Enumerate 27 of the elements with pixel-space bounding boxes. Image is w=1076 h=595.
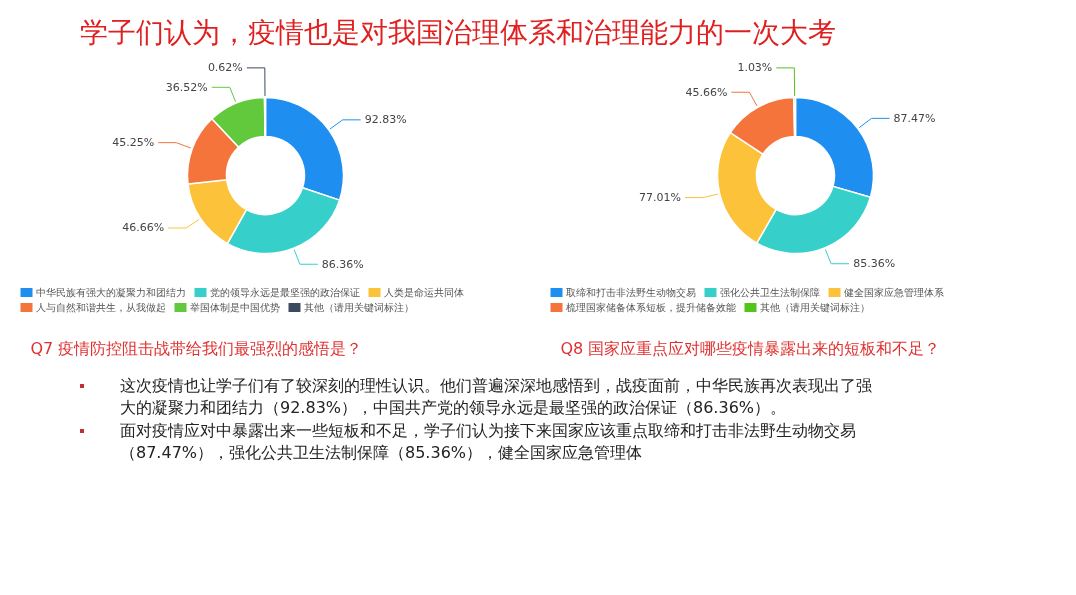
data-label: 36.52% [165, 80, 208, 94]
data-label: 85.36% [853, 257, 896, 271]
text: 这次疫情也让学子们有了较深刻的理性认识。他们普遍深深地感悟到，战疫面前，中华民族再次表现出了强大的凝聚力和团结力（92.83%），中国共产党的领导永远是最坚强的政治保证（86.36%）。 [120, 375, 873, 419]
legend-label: 举国体制是中国优势 [189, 302, 280, 313]
data-label: 46.66% [122, 221, 165, 235]
data-label: 1.03% [737, 61, 773, 75]
data-label: 0.62% [207, 61, 243, 75]
legend-label: 党的领导永远是最坚强的政治保证 [209, 287, 360, 298]
data-label: 87.47% [893, 111, 936, 125]
legend-label: 梳理国家储备体系短板，提升储备效能 [565, 302, 736, 313]
legend-label: 强化公共卫生法制保障 [719, 287, 820, 298]
legend-label: 人与自然和谐共生，从我做起 [35, 302, 166, 313]
legend-label: 中华民族有强大的凝聚力和团结力 [35, 287, 186, 298]
text: Q7 疫情防控阻击战带给我们最强烈的感悟是？ [30, 339, 363, 358]
legend-label: 其他（请用关键词标注） [759, 302, 870, 313]
data-label: 45.25% [112, 136, 155, 150]
legend-label: 取缔和打击非法野生动物交易 [565, 287, 696, 298]
data-label: 86.36% [321, 257, 364, 271]
data-label: 92.83% [364, 113, 407, 127]
data-label: 77.01% [639, 191, 681, 205]
legend-label: 人类是命运共同体 [383, 287, 464, 298]
text: Q8 国家应重点应对哪些疫情暴露出来的短板和不足？ [560, 339, 941, 358]
legend-label: 其他（请用关键词标注） [303, 302, 414, 313]
text: 面对疫情应对中暴露出来一些短板和不足，学子们认为接下来国家应该重点取缔和打击非法野生动物交易（87.47%），强化公共卫生法制保障（85.36%），健全国家应急管理体 [120, 420, 857, 464]
data-label: 45.66% [685, 85, 728, 99]
text: 学子们认为，疫情也是对我国治理体系和治理能力的一次大考 [79, 15, 836, 51]
legend-label: 健全国家应急管理体系 [843, 287, 944, 298]
